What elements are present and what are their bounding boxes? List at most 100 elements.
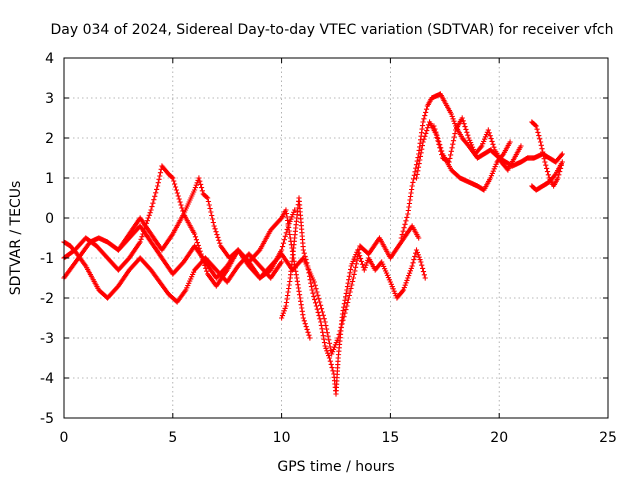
- data-point: [195, 242, 201, 249]
- data-point: [346, 292, 352, 299]
- data-point: [431, 123, 437, 129]
- data-point: [406, 270, 413, 276]
- data-point: [169, 174, 175, 180]
- data-point: [390, 286, 396, 292]
- data-point: [480, 141, 486, 147]
- data-point: [349, 282, 355, 288]
- data-point: [347, 270, 353, 276]
- data-point: [344, 287, 350, 293]
- data-point: [347, 289, 353, 295]
- data-point: [333, 339, 339, 346]
- data-point: [320, 333, 326, 339]
- data-point: [486, 130, 492, 136]
- data-point: [332, 342, 338, 348]
- data-point: [279, 259, 285, 265]
- data-point: [329, 365, 335, 371]
- data-point: [414, 249, 420, 255]
- data-point: [410, 260, 416, 266]
- data-point: [351, 256, 357, 262]
- data-point: [217, 240, 223, 246]
- data-point: [544, 165, 550, 171]
- data-point: [334, 337, 340, 343]
- data-point: [482, 134, 489, 140]
- data-point: [409, 263, 415, 269]
- data-point: [559, 151, 565, 157]
- data-point: [204, 268, 210, 274]
- data-point: [191, 187, 198, 193]
- data-point: [490, 168, 496, 174]
- data-point: [137, 239, 143, 245]
- data-point: [196, 175, 202, 181]
- data-point: [311, 279, 317, 285]
- data-point: [450, 116, 456, 122]
- data-point: [419, 143, 425, 149]
- data-point: [404, 277, 410, 283]
- data-point: [281, 237, 287, 243]
- data-point: [422, 275, 428, 281]
- data-point: [330, 368, 336, 374]
- data-point: [201, 259, 207, 266]
- data-point: [146, 212, 152, 218]
- data-point: [407, 268, 414, 274]
- y-tick-label: -1: [40, 251, 54, 267]
- data-point: [448, 111, 454, 117]
- data-point: [343, 294, 349, 300]
- data-point: [344, 283, 351, 290]
- data-point: [157, 173, 163, 179]
- data-series-track-6: [300, 223, 422, 357]
- data-point: [399, 288, 406, 294]
- data-point: [289, 214, 295, 220]
- data-point: [420, 139, 426, 145]
- data-point: [544, 169, 551, 175]
- data-point: [179, 205, 185, 211]
- data-point: [204, 194, 210, 200]
- data-point: [401, 225, 407, 231]
- data-point: [558, 152, 564, 158]
- data-point: [491, 144, 497, 150]
- data-point: [292, 207, 298, 213]
- data-point: [301, 318, 307, 324]
- data-point: [363, 262, 369, 268]
- data-point: [555, 175, 561, 181]
- data-point: [279, 313, 286, 319]
- data-point: [348, 285, 354, 292]
- data-point: [355, 254, 361, 260]
- data-point: [328, 361, 334, 367]
- axis-ticks: 0 5 10 15 20 25 -5 -4 -3 -2 -1 0 1 2 3 4: [40, 51, 617, 446]
- data-point: [322, 319, 328, 325]
- data-point: [358, 258, 365, 265]
- y-tick-label: -5: [40, 411, 54, 427]
- data-point: [344, 303, 350, 309]
- data-point: [402, 282, 408, 288]
- data-point: [282, 305, 288, 311]
- data-point: [421, 272, 427, 278]
- data-series-track-9: [431, 123, 513, 193]
- data-point: [541, 156, 547, 162]
- data-point: [205, 198, 212, 205]
- data-point: [403, 280, 409, 286]
- x-tick-label: 10: [273, 430, 291, 446]
- data-point: [439, 148, 445, 154]
- data-point: [405, 275, 411, 281]
- data-point: [151, 197, 157, 203]
- data-point: [487, 133, 493, 139]
- data-point: [316, 296, 322, 302]
- data-series-track-3: [61, 163, 298, 289]
- data-point: [317, 299, 323, 305]
- data-point: [323, 326, 330, 332]
- data-point: [342, 310, 348, 316]
- data-point: [421, 136, 427, 142]
- data-point: [467, 137, 473, 143]
- data-point: [356, 246, 362, 253]
- data-point: [416, 254, 422, 260]
- data-series-track-10: [529, 119, 565, 193]
- data-point: [448, 152, 454, 158]
- data-point: [193, 237, 200, 243]
- data-point: [213, 229, 219, 235]
- x-tick-label: 5: [168, 430, 177, 446]
- data-point: [433, 129, 439, 135]
- data-point: [346, 273, 352, 279]
- data-point: [302, 321, 308, 327]
- data-point: [490, 141, 496, 147]
- data-point: [417, 157, 423, 163]
